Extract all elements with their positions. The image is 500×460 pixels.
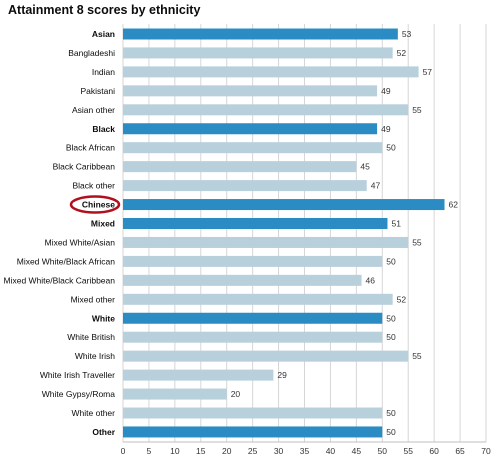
- data-label: 50: [386, 332, 396, 342]
- bar: [123, 369, 274, 381]
- category-label: White Irish: [75, 351, 115, 361]
- data-label: 52: [397, 48, 407, 58]
- category-label: Asian: [92, 29, 115, 39]
- data-label: 50: [386, 313, 396, 323]
- bar: [123, 104, 409, 116]
- data-label: 49: [381, 86, 391, 96]
- category-label: Black other: [72, 181, 115, 191]
- bar: [123, 66, 419, 78]
- bar: [123, 161, 357, 173]
- data-label: 45: [360, 162, 370, 172]
- data-label: 46: [366, 275, 376, 285]
- category-label: Chinese: [82, 200, 115, 210]
- x-tick-label: 0: [121, 446, 126, 456]
- x-tick-label: 40: [326, 446, 336, 456]
- x-tick-label: 35: [300, 446, 310, 456]
- x-tick-label: 65: [455, 446, 465, 456]
- x-tick-label: 30: [274, 446, 284, 456]
- category-label: Black African: [66, 143, 115, 153]
- x-tick-label: 55: [403, 446, 413, 456]
- data-label: 29: [277, 370, 287, 380]
- category-label: White other: [72, 408, 116, 418]
- data-label: 57: [423, 67, 433, 77]
- bar: [123, 274, 362, 286]
- data-label: 53: [402, 29, 412, 39]
- category-label: Black Caribbean: [53, 162, 116, 172]
- data-label: 50: [386, 143, 396, 153]
- category-label: Mixed White/Asian: [45, 237, 116, 247]
- category-label: Mixed White/Black African: [17, 256, 116, 266]
- category-label: Pakistani: [81, 86, 116, 96]
- bar: [123, 85, 378, 97]
- x-tick-label: 5: [147, 446, 152, 456]
- category-label: White Irish Traveller: [40, 370, 115, 380]
- bar: [123, 180, 367, 192]
- data-label: 52: [397, 294, 407, 304]
- bar: [123, 388, 227, 400]
- bar: [123, 293, 393, 305]
- data-label: 50: [386, 427, 396, 437]
- x-tick-label: 15: [196, 446, 206, 456]
- data-label: 55: [412, 105, 422, 115]
- data-label: 47: [371, 181, 381, 191]
- x-tick-label: 70: [481, 446, 491, 456]
- x-tick-label: 10: [170, 446, 180, 456]
- x-tick-label: 45: [352, 446, 362, 456]
- bar: [123, 199, 445, 211]
- bar: [123, 255, 383, 267]
- bar: [123, 218, 388, 229]
- category-label: Asian other: [72, 105, 115, 115]
- category-label: Black: [92, 124, 115, 134]
- chart-title: Attainment 8 scores by ethnicity: [8, 3, 201, 17]
- category-label: Indian: [92, 67, 115, 77]
- x-tick-label: 25: [248, 446, 258, 456]
- data-label: 55: [412, 237, 422, 247]
- bar: [123, 350, 409, 362]
- category-label: White Gypsy/Roma: [42, 389, 115, 399]
- bar: [123, 123, 378, 135]
- category-label: Bangladeshi: [68, 48, 115, 58]
- category-label: Mixed White/Black Caribbean: [4, 275, 116, 285]
- bar: [123, 236, 409, 248]
- highlight-circle: [69, 195, 121, 214]
- category-label: Mixed: [91, 219, 115, 229]
- data-label: 50: [386, 408, 396, 418]
- data-label: 20: [231, 389, 241, 399]
- bar: [123, 47, 393, 59]
- category-label: Mixed other: [71, 294, 116, 304]
- x-tick-label: 50: [378, 446, 388, 456]
- data-label: 55: [412, 351, 422, 361]
- bar: [123, 28, 398, 40]
- data-label: 49: [381, 124, 391, 134]
- category-label: Other: [92, 427, 115, 437]
- bar: [123, 331, 383, 343]
- bar: [123, 142, 383, 154]
- x-tick-label: 60: [429, 446, 439, 456]
- x-tick-label: 20: [222, 446, 232, 456]
- category-label: White: [92, 313, 115, 323]
- bar: [123, 312, 383, 324]
- bar: [123, 407, 383, 419]
- bar: [123, 426, 383, 438]
- data-label: 62: [449, 200, 459, 210]
- category-label: White British: [67, 332, 115, 342]
- data-label: 50: [386, 256, 396, 266]
- data-label: 51: [391, 219, 401, 229]
